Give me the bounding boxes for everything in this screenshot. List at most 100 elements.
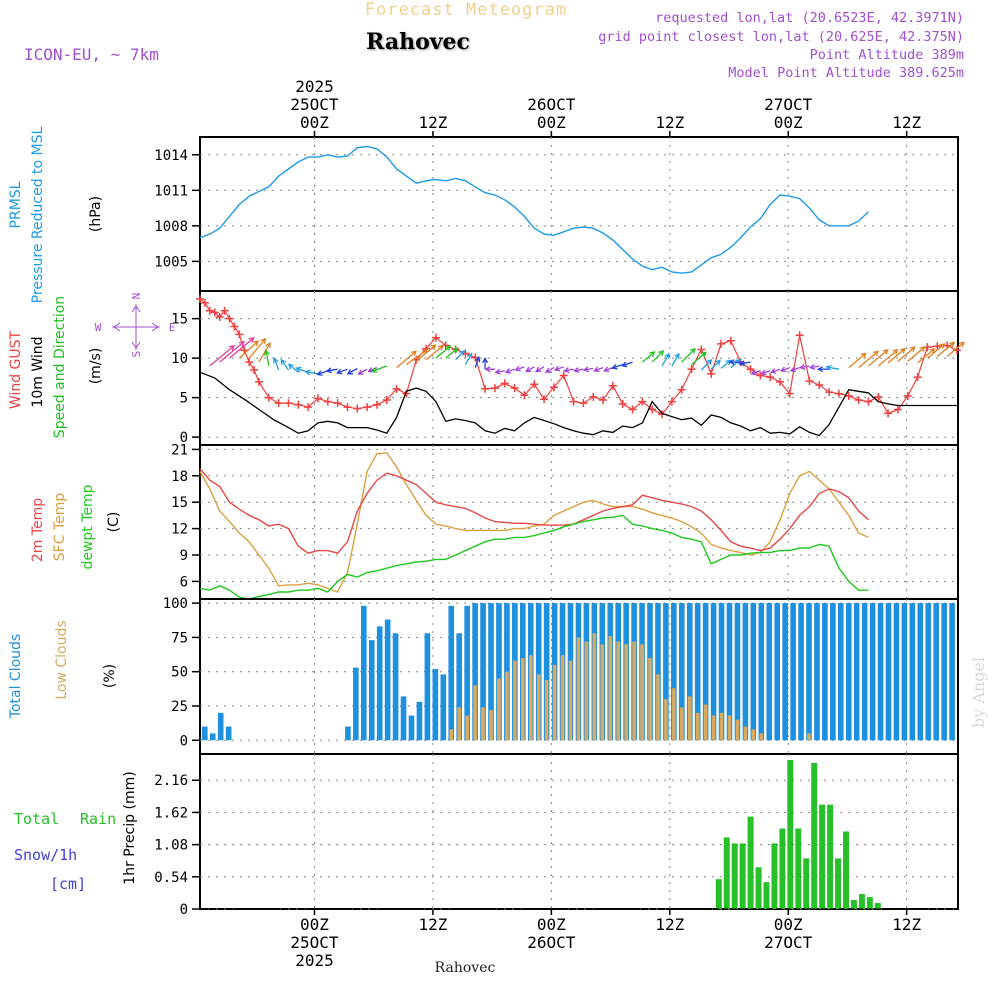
station-title: Rahovec	[366, 29, 470, 55]
gust-marker	[717, 339, 726, 348]
gust-marker	[549, 383, 558, 392]
wind-arrow	[622, 361, 633, 367]
total-cloud-bar	[663, 603, 669, 741]
total-cloud-bar	[718, 603, 725, 741]
total-cloud-bar	[368, 640, 375, 741]
wind-arrow-head	[238, 340, 245, 347]
wind-arrow-head	[770, 368, 777, 374]
rain-bar	[763, 882, 770, 909]
gust-marker	[225, 314, 234, 323]
gust-marker	[196, 294, 204, 303]
wind-arrow-head	[336, 368, 343, 375]
wind-arrow-head	[909, 346, 916, 353]
wind-arrow	[691, 351, 707, 365]
total-cloud-bar	[686, 603, 693, 741]
t2m-line	[199, 468, 869, 554]
compass: N S W E	[95, 293, 176, 358]
wind-arrow	[946, 341, 965, 358]
gust-marker	[353, 404, 362, 413]
gust-marker	[220, 306, 229, 315]
rain-bar	[843, 831, 849, 909]
wind-arrow-head	[445, 345, 452, 351]
wind-arrow	[464, 353, 473, 365]
total-cloud-bar	[225, 726, 232, 741]
wind-arrow-head	[882, 348, 889, 355]
wind-arrow-head	[750, 369, 757, 376]
gust-marker	[323, 397, 332, 406]
total-cloud-bar	[742, 603, 749, 741]
wind-arrow	[219, 341, 245, 363]
gust-marker	[648, 405, 657, 414]
total-cloud-bar	[853, 603, 860, 741]
wind-arrow-head	[949, 341, 956, 348]
rain-bar	[850, 900, 857, 909]
rain-bar	[811, 762, 818, 909]
wind-label-2: 10m Wind	[30, 336, 46, 407]
gust-marker	[520, 391, 529, 400]
total-cloud-bar	[877, 603, 884, 741]
wind-arrow-head	[514, 365, 521, 372]
gust-marker	[530, 380, 539, 389]
wind-arrow	[435, 345, 451, 359]
panel-pressure: 1005 1008 1011 1014 PRMSL Pressure Reduced to…	[8, 126, 959, 303]
model-label: ICON-EU, ~ 7km	[24, 45, 159, 64]
rain-bar	[787, 759, 794, 909]
wind-arrow-head	[664, 352, 670, 359]
low-cloud-bar	[648, 657, 652, 741]
gust-marker	[805, 377, 814, 386]
pressure-label-2: Pressure Reduced to MSL	[30, 126, 46, 303]
y-tick-label: 100	[163, 596, 188, 612]
bottom-time-label: 00Z	[300, 915, 329, 934]
gust-marker	[893, 405, 902, 414]
rain-bar	[835, 858, 842, 909]
y-tick-label: 0.54	[154, 870, 188, 886]
total-cloud-bar	[694, 603, 701, 741]
gust-marker	[903, 392, 912, 401]
rain-bar	[739, 843, 746, 909]
low-cloud-bar	[584, 641, 589, 741]
wind-arrow-head	[346, 369, 353, 375]
low-cloud-bar	[743, 726, 748, 741]
wind-arrow-head	[253, 340, 260, 347]
wind-arrow	[515, 366, 525, 371]
wind-arrow	[505, 368, 515, 373]
wind-arrow	[545, 367, 555, 373]
gust-marker	[864, 397, 873, 406]
wind-arrow	[474, 357, 480, 368]
clouds-label-2: Low Clouds	[54, 620, 70, 699]
gust-marker	[392, 384, 401, 393]
total-cloud-bar	[893, 603, 900, 741]
y-tick-label: 9	[180, 548, 188, 564]
gust-marker	[363, 403, 372, 412]
rain-bar	[866, 897, 873, 909]
pressure-line	[199, 145, 869, 274]
top-year: 2025	[295, 77, 334, 96]
wind-arrow-head	[265, 341, 271, 349]
wind-arrow-head	[958, 341, 965, 348]
total-cloud-bar	[416, 701, 423, 741]
gust-marker	[599, 395, 608, 404]
total-cloud-bar	[464, 605, 470, 741]
wind-arrow-head	[728, 359, 735, 366]
wind-arrow	[936, 341, 955, 358]
total-cloud-bar	[750, 603, 757, 741]
low-cloud-bar	[568, 660, 573, 741]
wind-arrow-head	[494, 368, 501, 375]
top-time-label: 00Z	[537, 113, 566, 132]
wind-arrow-head	[892, 348, 899, 355]
low-cloud-bar	[528, 655, 533, 741]
gust-marker	[726, 336, 735, 345]
low-cloud-bar	[807, 733, 811, 741]
total-cloud-bar	[838, 603, 844, 741]
wind-arrow	[887, 348, 906, 364]
total-cloud-bar	[726, 603, 733, 741]
wind-arrow	[848, 352, 867, 369]
gust-marker	[638, 397, 647, 406]
gust-marker	[854, 395, 863, 404]
total-cloud-bar	[901, 603, 908, 741]
rain-bar	[874, 903, 881, 909]
gust-marker	[372, 400, 381, 409]
wind-arrow-head	[304, 369, 311, 376]
